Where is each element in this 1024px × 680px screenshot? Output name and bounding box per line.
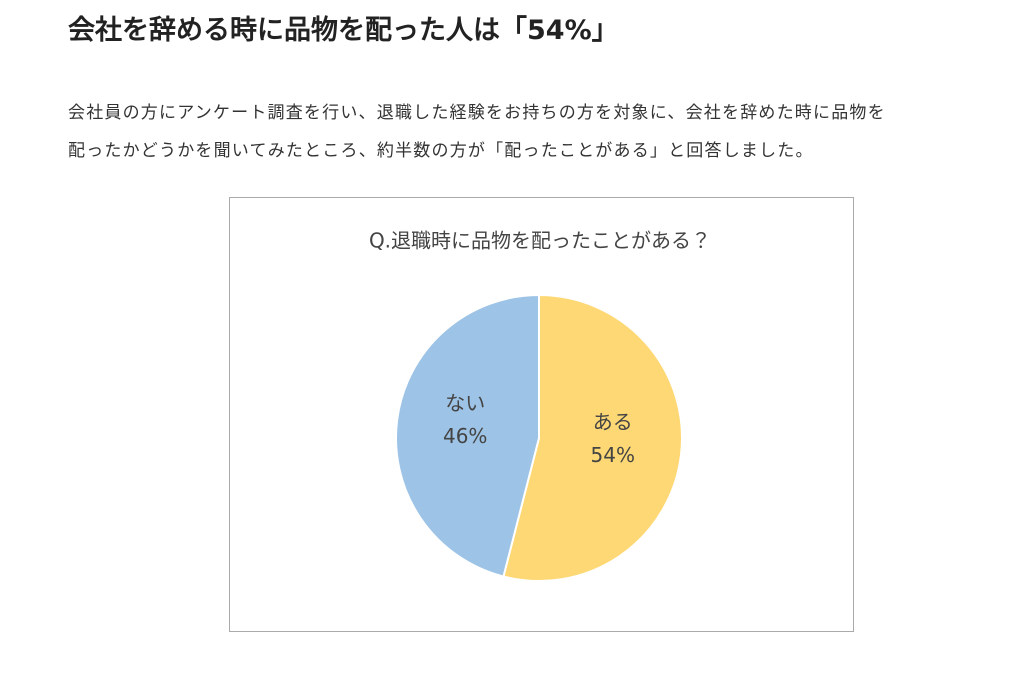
article-title: 会社を辞める時に品物を配った人は「54%」: [68, 15, 619, 46]
slice-value: 46%: [443, 424, 487, 448]
slice-value: 54%: [591, 443, 635, 467]
chart-title: Q.退職時に品物を配ったことがある？: [369, 229, 711, 253]
slice-label: ない: [445, 391, 485, 415]
paragraph-line: 配ったかどうかを聞いてみたところ、約半数の方が「配ったことがある」と回答しました…: [68, 141, 814, 161]
slice-label: ある: [593, 410, 633, 434]
chart: Q.退職時に品物を配ったことがある？ ある 54% ない 46%: [229, 197, 854, 632]
paragraph-line: 会社員の方にアンケート調査を行い、退職した経験をお持ちの方を対象に、会社を辞めた…: [68, 103, 886, 123]
pie-slice: [502, 293, 683, 582]
pie-slice: [395, 293, 540, 578]
article-paragraph: 会社員の方にアンケート調査を行い、退職した経験をお持ちの方を対象に、会社を辞めた…: [68, 94, 886, 170]
